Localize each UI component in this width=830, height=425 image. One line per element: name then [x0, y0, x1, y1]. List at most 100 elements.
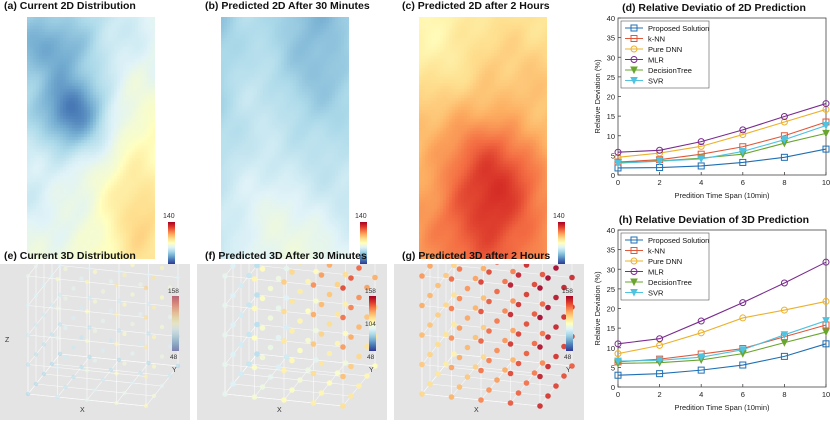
scatter3d-point — [465, 315, 471, 321]
scatter3d-point — [510, 357, 516, 363]
scatter3d-point — [435, 312, 441, 318]
scatter3d-point — [356, 265, 362, 271]
scatter3d-point — [34, 382, 38, 386]
y-axis-label: Relative Deviation (%) — [593, 271, 602, 346]
scatter3d-point — [246, 361, 252, 367]
scatter3d-point — [260, 325, 266, 331]
scatter3d-point — [561, 344, 567, 350]
scatter3d-point — [246, 302, 252, 308]
scatter3d-point — [26, 333, 30, 337]
scatter3d-point — [327, 380, 333, 386]
scatter3d-point — [427, 381, 433, 387]
scatter3d-point — [55, 395, 59, 399]
scatter3d-point — [252, 335, 258, 341]
scatter3d-point — [465, 345, 471, 351]
scatter3d-point — [305, 279, 311, 285]
scatter3d-point — [50, 303, 54, 307]
scatter3d-point — [55, 365, 59, 369]
y-tick-label: 40 — [607, 226, 615, 235]
scatter3d-point — [449, 335, 455, 341]
scatter3d-point — [457, 355, 463, 361]
scatter3d-point — [50, 273, 54, 277]
scatter3d-point — [343, 272, 349, 278]
y-tick-label: 20 — [607, 93, 615, 102]
scatter3d-point — [122, 361, 126, 365]
scatter3d-point — [510, 298, 516, 304]
scatter3d-point — [494, 348, 500, 354]
scatter3d-point — [340, 344, 346, 350]
scatter3d-point — [281, 309, 287, 315]
scatter3d-point — [540, 360, 546, 366]
y-tick-label: 10 — [607, 344, 615, 353]
heatmap-c-colorbar — [558, 222, 565, 264]
scatter3d-point — [26, 274, 30, 278]
scatter3d-point — [537, 374, 543, 380]
scatter3d-point — [508, 341, 514, 347]
scatter3d-point — [305, 308, 311, 314]
scatter3d-point — [481, 266, 487, 272]
heatmap-b-cb-max: 140 — [355, 213, 367, 220]
scatter3d-point — [101, 319, 105, 323]
scatter3d-point — [79, 306, 83, 310]
legend-entry: k-NN — [648, 247, 665, 256]
scatter3d-point — [502, 367, 508, 373]
scatter3d-point — [419, 362, 425, 368]
scatter3d-point — [168, 374, 172, 378]
scatter3d-point — [435, 283, 441, 289]
scatter3d-point — [42, 342, 46, 346]
scatter3d-point — [537, 344, 543, 350]
scatter3d-point — [85, 398, 89, 402]
scatter3d-point — [537, 285, 543, 291]
scatter3d-point — [34, 352, 38, 356]
scatter3d-point — [540, 272, 546, 278]
y-tick-label: 5 — [611, 151, 615, 160]
scatter3d-point — [419, 391, 425, 397]
heatmap-a-colorbar — [168, 222, 175, 264]
scatter3d-point — [516, 272, 522, 278]
scatter3d-point — [85, 280, 89, 284]
scatter3d-point — [268, 315, 274, 321]
scatter3d-point — [372, 275, 378, 281]
scatter3d-point — [101, 289, 105, 293]
scatter3d-point — [276, 305, 282, 311]
legend-entry: DecisionTree — [648, 278, 692, 287]
scatter3d-point — [297, 318, 303, 324]
scatter3d-point — [276, 335, 282, 341]
scatter3d-point — [494, 264, 500, 265]
x-tick-label: 2 — [658, 178, 662, 187]
scatter3d-point — [109, 338, 113, 342]
x-axis-label: Predition Time Span (10min) — [674, 191, 770, 200]
scatter3d-point — [327, 351, 333, 357]
x-tick-label: 10 — [822, 390, 830, 399]
scatter3d-point — [79, 365, 83, 369]
scatter3d-point — [524, 380, 530, 386]
y-tick-label: 30 — [607, 265, 615, 274]
scatter3d-point — [478, 368, 484, 374]
x-tick-label: 4 — [699, 390, 703, 399]
scatter3d-point — [230, 322, 236, 328]
scatter3d-point — [545, 275, 551, 281]
x-tick-label: 0 — [616, 390, 620, 399]
scatter3d-point — [340, 285, 346, 291]
scatter3d-point — [502, 338, 508, 344]
scatter3d-point — [465, 374, 471, 380]
scatter3d-point — [26, 392, 30, 396]
scatter3d-point — [297, 264, 303, 265]
scatter3d-point — [478, 309, 484, 315]
scatter3d-point — [553, 265, 559, 271]
scatter3d-point — [144, 315, 148, 319]
scatter3d-y-label: Y — [566, 367, 571, 374]
legend-entry: k-NN — [648, 35, 665, 44]
scatter3d-point — [93, 329, 97, 333]
scatter3d-point — [254, 292, 260, 298]
scatter3d-point — [152, 364, 156, 368]
scatter3d-point — [510, 328, 516, 334]
scatter3d-point — [478, 279, 484, 285]
legend-entry: MLR — [648, 56, 664, 65]
scatter3d-point — [87, 296, 91, 300]
scatter3d-point — [144, 374, 148, 378]
y-tick-label: 25 — [607, 285, 615, 294]
